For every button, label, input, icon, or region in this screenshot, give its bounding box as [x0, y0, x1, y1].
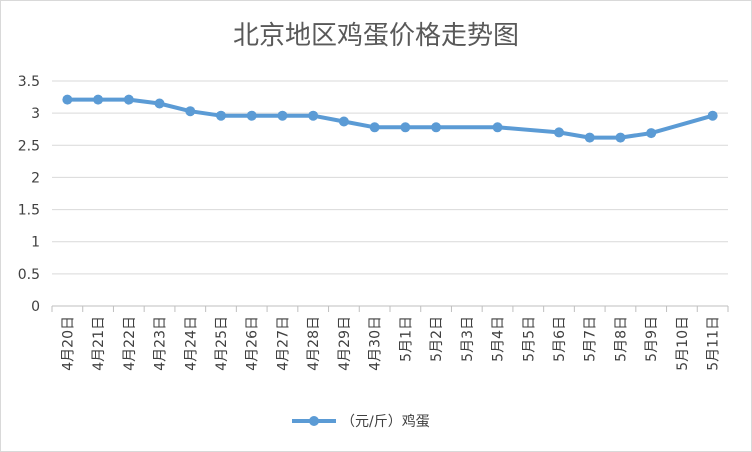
data-point — [492, 122, 503, 133]
x-tick-label: 4月21日 — [91, 316, 107, 371]
x-tick-label: 5月6日 — [552, 316, 568, 362]
x-tick-label: 4月28日 — [306, 316, 322, 371]
gridlines — [52, 80, 728, 307]
x-tick-label: 5月1日 — [398, 316, 414, 362]
x-tick-label: 4月24日 — [183, 316, 199, 371]
legend-label: （元/斤）鸡蛋 — [341, 413, 430, 430]
x-tick-label: 4月23日 — [153, 316, 169, 371]
x-tick-label: 4月29日 — [337, 316, 353, 371]
x-tick-label: 4月22日 — [122, 316, 138, 371]
y-tick-label: 2 — [31, 170, 40, 186]
data-point — [707, 110, 718, 121]
data-point — [615, 132, 626, 143]
legend-point-marker — [309, 416, 319, 426]
x-tick-label: 4月20日 — [60, 316, 76, 371]
data-point — [123, 94, 134, 105]
x-tick-label: 5月3日 — [460, 316, 476, 362]
x-tick-label: 5月4日 — [491, 316, 507, 362]
y-tick-label: 2.5 — [18, 138, 40, 154]
data-point — [646, 128, 657, 139]
x-tick-label: 4月26日 — [245, 316, 261, 371]
x-tick-label: 4月30日 — [368, 316, 384, 371]
data-point — [185, 106, 196, 117]
y-tick-label: 0.5 — [18, 267, 40, 283]
y-tick-label: 1 — [31, 235, 40, 251]
y-tick-label: 3.5 — [18, 74, 40, 90]
y-tick-label: 1.5 — [18, 203, 40, 219]
x-tick-label: 5月2日 — [429, 316, 445, 362]
data-point — [154, 98, 165, 109]
data-point — [62, 94, 73, 105]
chart-title: 北京地区鸡蛋价格走势图 — [233, 21, 519, 51]
data-point — [584, 132, 595, 143]
legend: （元/斤）鸡蛋 — [292, 413, 430, 430]
x-tick-label: 5月5日 — [521, 316, 537, 362]
data-point — [216, 110, 226, 121]
data-point — [246, 110, 257, 121]
data-point — [400, 122, 411, 133]
x-tick-label: 5月11日 — [706, 316, 722, 371]
y-tick-label: 0 — [31, 299, 40, 315]
data-point — [338, 116, 349, 127]
data-point — [277, 110, 288, 121]
data-point — [431, 122, 442, 133]
x-tick-label: 4月27日 — [275, 316, 291, 371]
data-point — [369, 122, 380, 133]
data-point — [93, 94, 104, 105]
x-tick-label: 5月9日 — [644, 316, 660, 362]
x-tick-label: 5月8日 — [613, 316, 629, 362]
data-point — [554, 127, 564, 138]
x-tick-label: 5月7日 — [583, 316, 599, 362]
x-axis: 4月20日 4月21日 4月22日 4月23日 4月24日 4月25日 4月26日 4月27日… — [51, 305, 729, 371]
y-axis: 0 0.5 1 1.5 2 2.5 3 3.5 — [18, 74, 40, 315]
y-tick-label: 3 — [31, 106, 40, 122]
series-layer — [62, 94, 718, 143]
x-tick-label: 5月10日 — [675, 316, 691, 371]
x-tick-label: 4月25日 — [214, 316, 230, 371]
data-point — [308, 110, 319, 121]
